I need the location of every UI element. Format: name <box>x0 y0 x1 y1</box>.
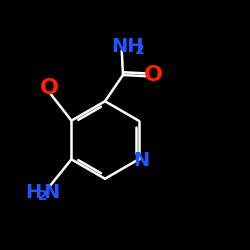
Text: 2: 2 <box>134 42 144 56</box>
Text: NH: NH <box>111 36 144 56</box>
Text: N: N <box>43 183 60 202</box>
Text: N: N <box>134 150 150 170</box>
Text: 2: 2 <box>38 188 48 202</box>
Text: O: O <box>40 78 58 98</box>
Text: H: H <box>26 183 42 202</box>
Text: O: O <box>144 65 163 85</box>
